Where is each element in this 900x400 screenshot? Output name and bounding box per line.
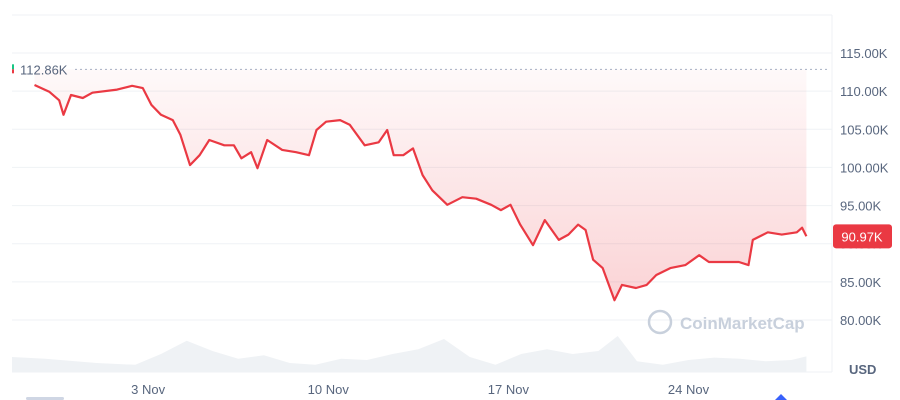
scrollbar[interactable]	[26, 397, 64, 400]
y-axis: 80.00K85.00K90.00K95.00K100.00K105.00K11…	[840, 46, 889, 328]
y-tick-label: 105.00K	[840, 122, 889, 137]
y-tick-label: 100.00K	[840, 160, 889, 175]
x-tick-label: 17 Nov	[488, 382, 530, 397]
reference-label: 112.86K	[20, 62, 68, 77]
price-fill-shape	[34, 69, 807, 301]
currency-label: USD	[849, 362, 876, 377]
y-tick-label: 85.00K	[840, 275, 882, 290]
x-tick-label: 3 Nov	[131, 382, 165, 397]
current-price-badge-bg	[833, 224, 892, 249]
open-marker	[12, 64, 14, 70]
price-line	[34, 84, 808, 302]
y-tick-label: 95.00K	[840, 199, 882, 214]
x-tick-label: 10 Nov	[308, 382, 350, 397]
open-marker	[12, 69, 14, 74]
y-tick-label: 110.00K	[840, 84, 888, 99]
y-tick-label: 115.00K	[840, 46, 888, 61]
current-price-badge: 90.97K	[833, 224, 892, 249]
volume-area	[12, 336, 807, 372]
price-line-path	[34, 84, 808, 302]
x-tick-label: 24 Nov	[668, 382, 710, 397]
watermark: CoinMarketCap	[647, 309, 805, 335]
volume-area-shape	[12, 336, 807, 372]
range-handle-icon[interactable]	[775, 394, 787, 400]
x-axis: 3 Nov 10 Nov 17 Nov 24 Nov	[131, 382, 709, 397]
reference-line: 112.86K	[12, 62, 830, 77]
watermark-text: CoinMarketCap	[680, 314, 805, 333]
price-fill	[34, 69, 807, 301]
coinmarketcap-logo-icon	[647, 309, 673, 335]
current-price-label: 90.97K	[841, 229, 883, 244]
y-tick-label: 80.00K	[840, 313, 882, 328]
